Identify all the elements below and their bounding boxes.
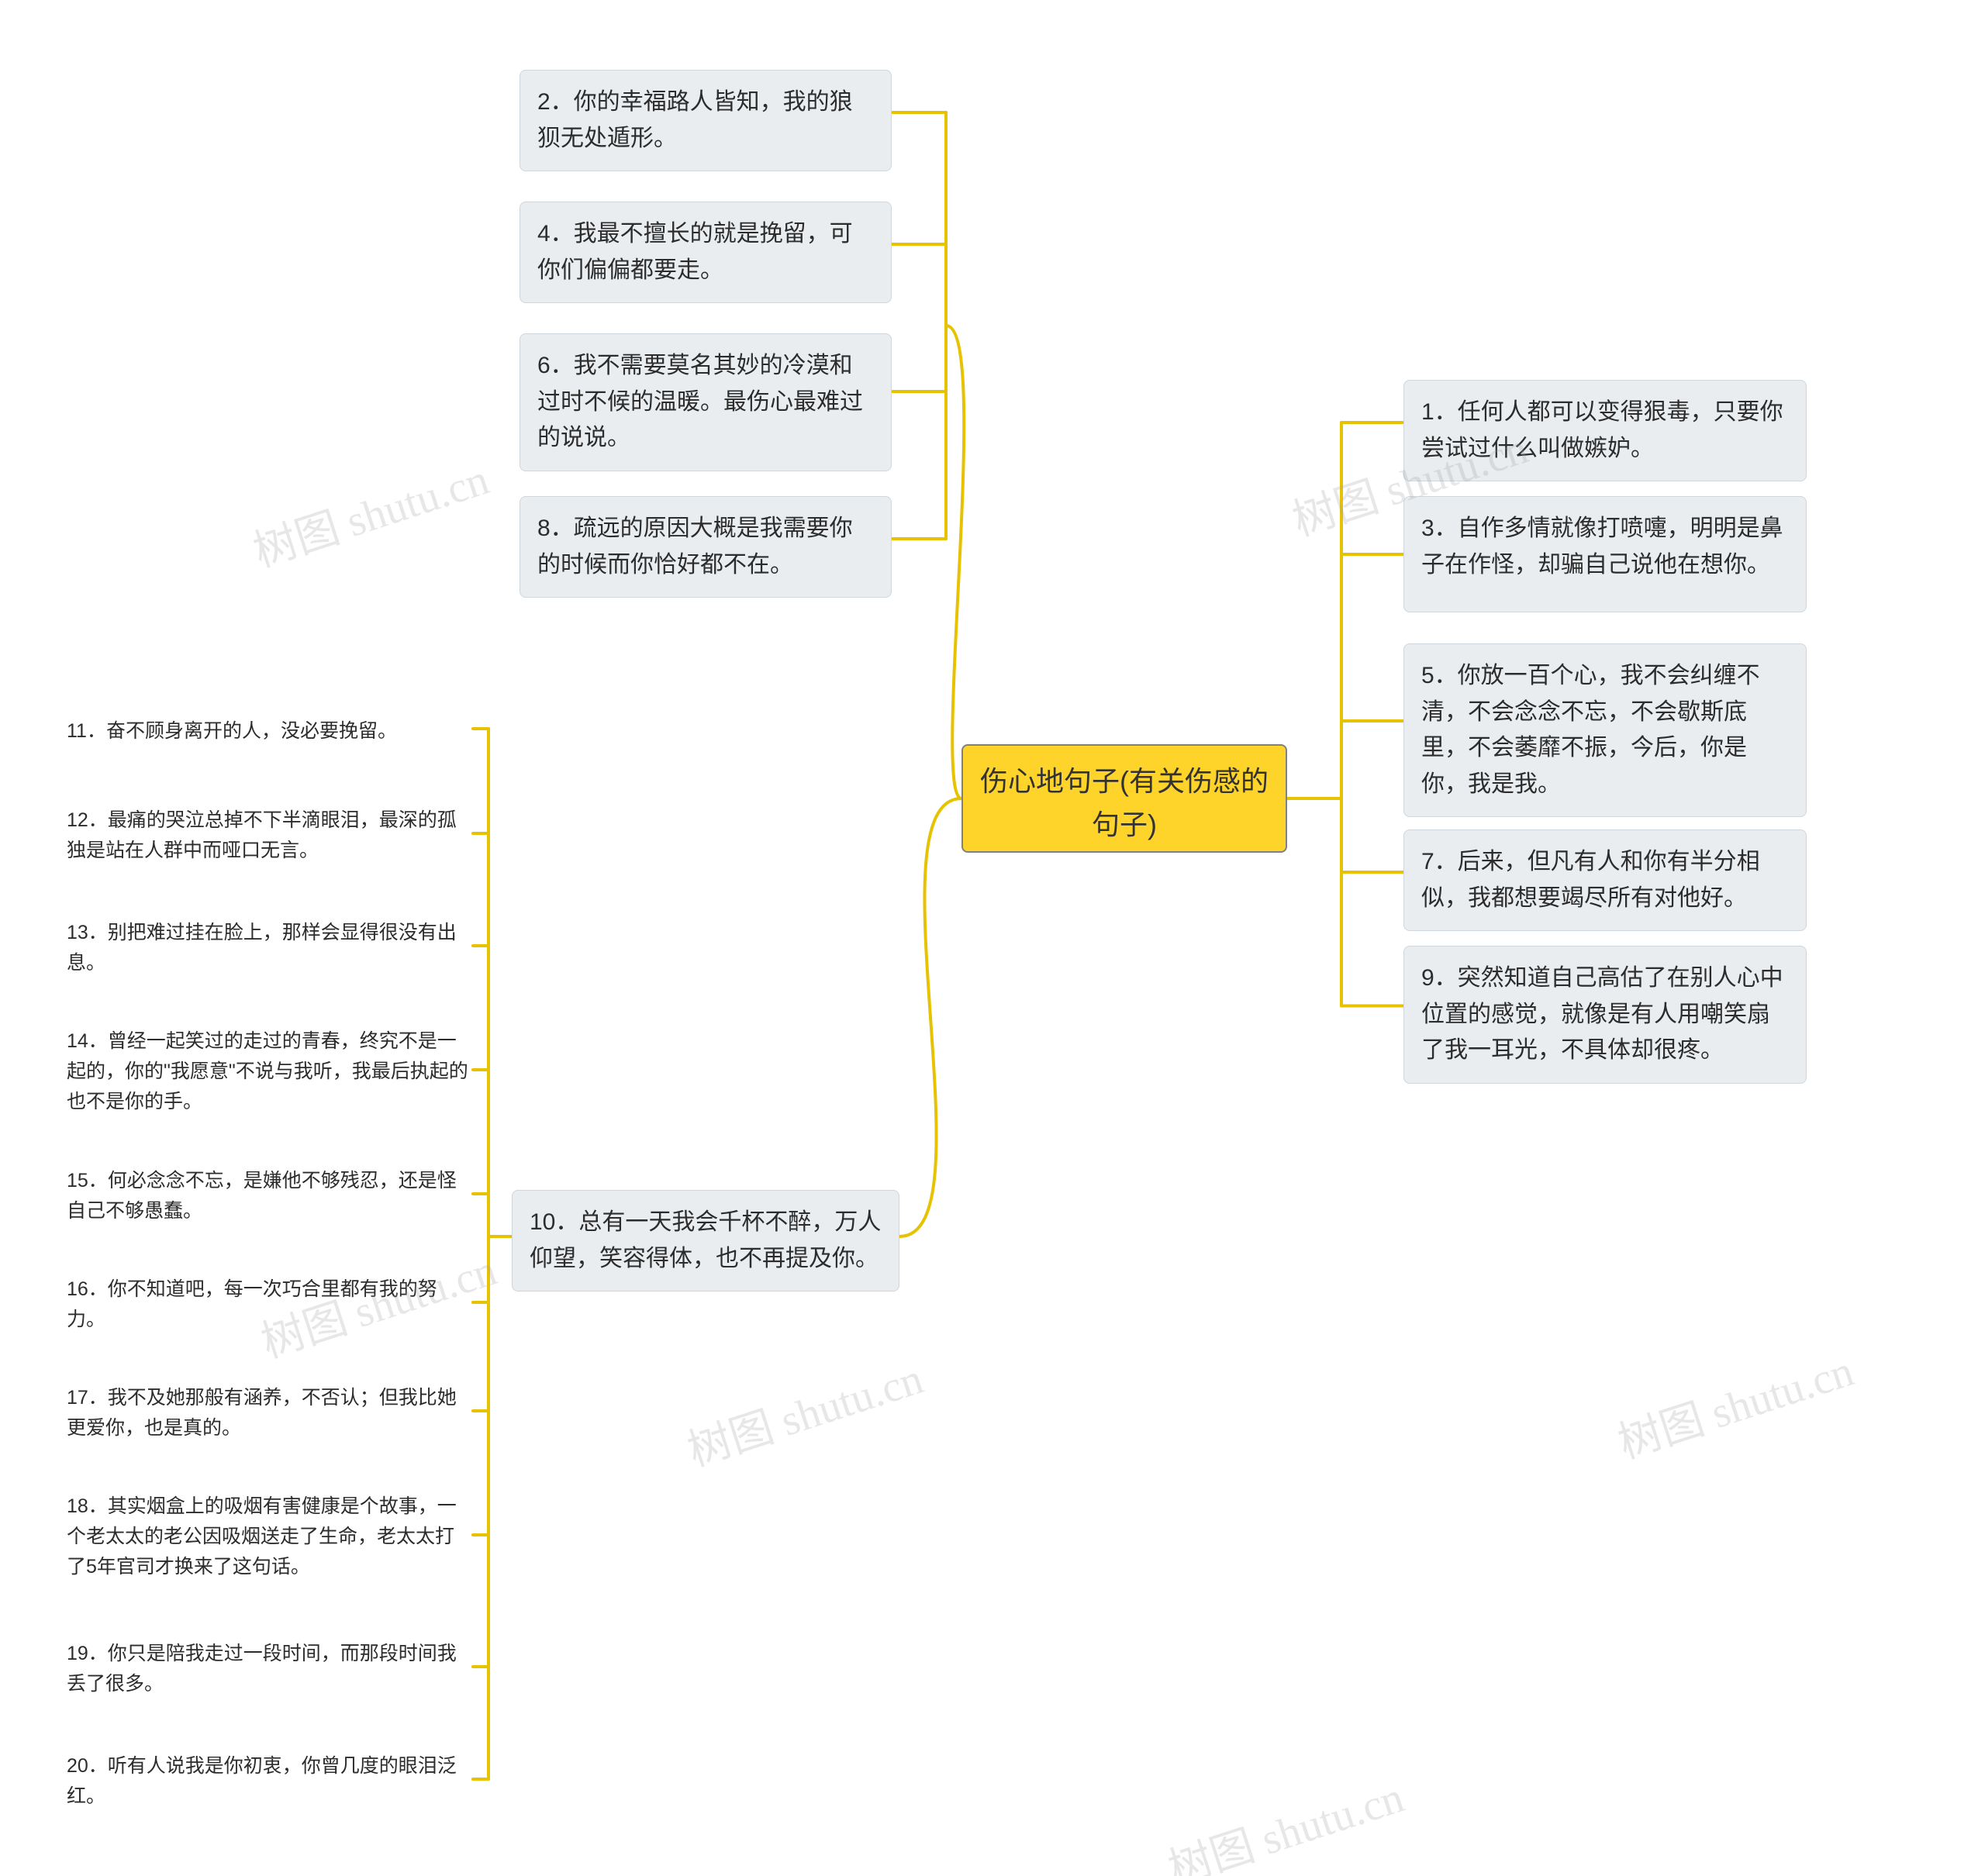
left-b-leaf-4: 15．何必念念不忘，是嫌他不够残忍，还是怪自己不够愚蠢。: [62, 1163, 473, 1229]
left-a-branch-2: 6．我不需要莫名其妙的冷漠和过时不候的温暖。最伤心最难过的说说。: [520, 333, 892, 471]
right-branch-0: 1．任何人都可以变得狠毒，只要你尝试过什么叫做嫉妒。: [1403, 380, 1807, 481]
left-b-leaf-2: 13．别把难过挂在脸上，那样会显得很没有出息。: [62, 915, 473, 981]
left-b-leaf-6: 17．我不及她那般有涵养，不否认；但我比她更爱你，也是真的。: [62, 1380, 473, 1447]
watermark-5: 树图 shutu.cn: [1159, 1762, 1410, 1876]
root-node: 伤心地句子(有关伤感的句子): [961, 744, 1287, 853]
left-b-leaf-9: 20．听有人说我是你初衷，你曾几度的眼泪泛红。: [62, 1748, 473, 1815]
left-b-leaf-3: 14．曾经一起笑过的走过的青春，终究不是一起的，你的"我愿意"不说与我听，我最后…: [62, 1023, 473, 1119]
right-branch-3: 7．后来，但凡有人和你有半分相似，我都想要竭尽所有对他好。: [1403, 829, 1807, 931]
watermark-3: 树图 shutu.cn: [678, 1343, 930, 1478]
left-b-leaf-8: 19．你只是陪我走过一段时间，而那段时间我丢了很多。: [62, 1636, 473, 1702]
left-b-leaf-1: 12．最痛的哭泣总掉不下半滴眼泪，最深的孤独是站在人群中而哑口无言。: [62, 802, 473, 869]
right-branch-2: 5．你放一百个心，我不会纠缠不清，不会念念不忘，不会歇斯底里，不会萎靡不振，今后…: [1403, 643, 1807, 817]
left-a-branch-1: 4．我最不擅长的就是挽留，可你们偏偏都要走。: [520, 202, 892, 303]
left-b-parent: 10．总有一天我会千杯不醉，万人仰望，笑容得体，也不再提及你。: [512, 1190, 899, 1291]
watermark-0: 树图 shutu.cn: [244, 444, 495, 579]
left-a-branch-0: 2．你的幸福路人皆知，我的狼狈无处遁形。: [520, 70, 892, 171]
right-branch-1: 3．自作多情就像打喷嚏，明明是鼻子在作怪，却骗自己说他在想你。: [1403, 496, 1807, 612]
left-b-leaf-7: 18．其实烟盒上的吸烟有害健康是个故事，一个老太太的老公因吸烟送走了生命，老太太…: [62, 1488, 473, 1585]
mindmap-canvas: { "colors": { "background": "#ffffff", "…: [0, 0, 1985, 1876]
left-a-branch-3: 8．疏远的原因大概是我需要你的时候而你恰好都不在。: [520, 496, 892, 598]
right-branch-4: 9．突然知道自己高估了在别人心中位置的感觉，就像是有人用嘲笑扇了我一耳光，不具体…: [1403, 946, 1807, 1084]
left-b-leaf-0: 11．奋不顾身离开的人，没必要挽留。: [62, 713, 473, 750]
watermark-4: 树图 shutu.cn: [1609, 1336, 1860, 1471]
left-b-leaf-5: 16．你不知道吧，每一次巧合里都有我的努力。: [62, 1271, 473, 1338]
